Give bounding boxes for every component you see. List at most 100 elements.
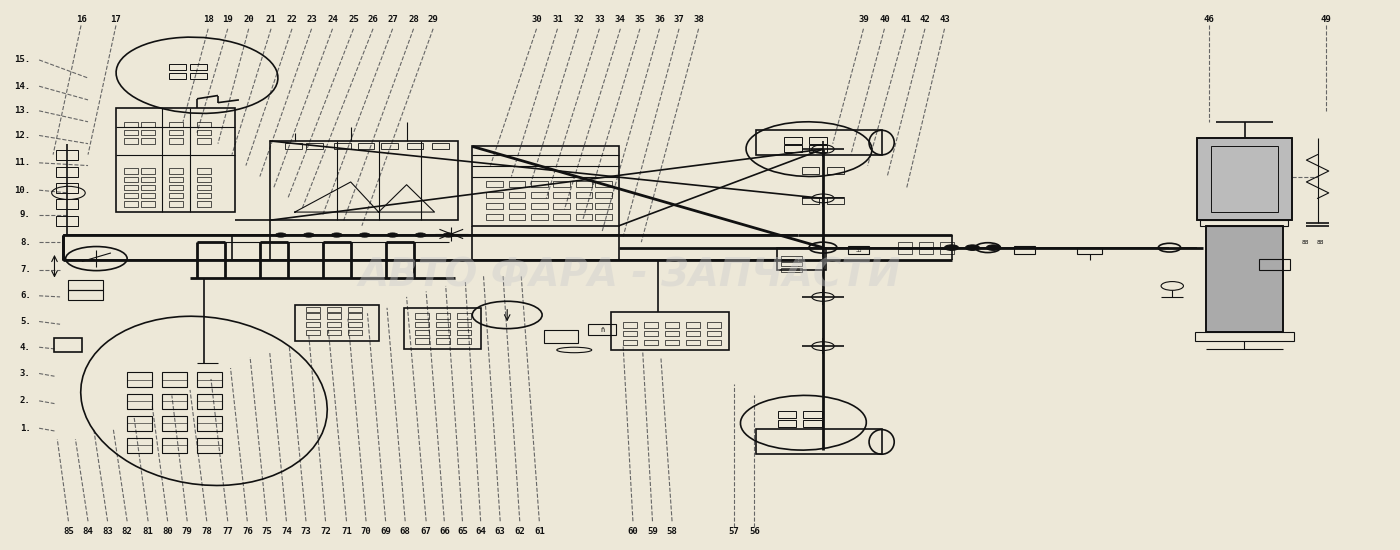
Bar — [414, 329, 428, 335]
Bar — [827, 167, 844, 174]
Bar — [508, 214, 525, 221]
Text: 46: 46 — [1203, 15, 1214, 25]
Bar — [414, 338, 428, 344]
Text: 34: 34 — [615, 15, 626, 25]
Bar — [531, 214, 547, 221]
Text: 33: 33 — [594, 15, 605, 25]
Bar — [623, 339, 637, 345]
Text: 4.: 4. — [20, 343, 31, 352]
Bar — [899, 249, 913, 254]
Text: 29: 29 — [428, 15, 438, 25]
Text: 58: 58 — [666, 526, 678, 536]
Bar — [169, 177, 183, 182]
Bar — [543, 329, 578, 343]
Bar — [784, 136, 802, 144]
Bar — [307, 142, 323, 149]
Bar — [141, 185, 155, 190]
Bar — [707, 339, 721, 345]
Bar — [55, 338, 83, 351]
Text: 81: 81 — [143, 526, 154, 536]
Bar — [756, 430, 882, 454]
Bar — [686, 322, 700, 328]
Bar — [508, 181, 525, 188]
Bar — [665, 322, 679, 328]
Bar — [307, 307, 321, 312]
Bar — [508, 192, 525, 199]
Text: 19: 19 — [223, 15, 234, 25]
Text: 5.: 5. — [20, 317, 31, 326]
Bar — [553, 192, 570, 199]
Bar — [125, 122, 139, 127]
Bar — [508, 203, 525, 210]
Bar — [197, 372, 223, 387]
Bar — [125, 130, 139, 135]
Text: 66: 66 — [440, 526, 449, 536]
Text: 74: 74 — [281, 526, 291, 536]
Text: 10.: 10. — [14, 186, 31, 195]
Bar — [802, 197, 819, 204]
Bar — [414, 314, 428, 319]
Bar — [486, 203, 503, 210]
Circle shape — [987, 245, 1001, 250]
Text: 15.: 15. — [14, 56, 31, 64]
Bar — [435, 322, 449, 327]
Circle shape — [332, 233, 343, 237]
Bar — [197, 185, 211, 190]
Text: 77: 77 — [223, 526, 234, 536]
Text: 2.: 2. — [20, 397, 31, 405]
Bar — [848, 246, 869, 254]
Text: 21: 21 — [266, 15, 276, 25]
Bar — [531, 181, 547, 188]
Bar — [56, 216, 78, 225]
Bar — [644, 339, 658, 345]
Bar — [162, 416, 188, 431]
Bar — [56, 150, 78, 160]
Bar — [125, 177, 139, 182]
Circle shape — [414, 233, 426, 237]
Text: 8.: 8. — [20, 238, 31, 246]
Bar — [431, 142, 448, 149]
Bar — [141, 168, 155, 174]
Text: 72: 72 — [321, 526, 330, 536]
Text: 49: 49 — [1320, 15, 1331, 25]
Text: 33: 33 — [855, 248, 862, 253]
Bar — [827, 197, 844, 204]
Bar — [141, 201, 155, 207]
Bar — [456, 329, 470, 335]
Bar — [127, 372, 153, 387]
Bar — [778, 420, 797, 427]
Bar — [456, 314, 470, 319]
Bar — [141, 130, 155, 135]
Bar — [1197, 138, 1292, 221]
Bar — [756, 130, 882, 155]
Bar — [781, 268, 802, 272]
Bar — [141, 193, 155, 199]
Bar — [486, 192, 503, 199]
Bar — [197, 394, 223, 409]
Bar — [127, 394, 153, 409]
Bar — [531, 192, 547, 199]
Bar — [270, 141, 458, 221]
Bar — [307, 314, 321, 319]
Text: 60: 60 — [627, 526, 638, 536]
Bar — [644, 331, 658, 336]
Bar — [328, 307, 342, 312]
Bar — [435, 338, 449, 344]
Bar — [486, 181, 503, 188]
Bar — [1200, 221, 1288, 225]
Bar — [286, 142, 302, 149]
Circle shape — [945, 245, 959, 250]
Bar — [486, 214, 503, 221]
Bar — [920, 241, 934, 247]
Text: 14.: 14. — [14, 82, 31, 91]
Bar — [665, 331, 679, 336]
Bar — [169, 201, 183, 207]
Bar — [56, 183, 78, 193]
Bar — [456, 338, 470, 344]
Bar — [784, 145, 802, 152]
Text: 83: 83 — [102, 526, 113, 536]
Text: 38: 38 — [693, 15, 704, 25]
Bar — [56, 167, 78, 177]
Bar — [623, 322, 637, 328]
Bar — [169, 168, 183, 174]
